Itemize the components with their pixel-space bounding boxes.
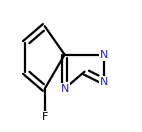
Text: N: N bbox=[100, 77, 108, 87]
Text: N: N bbox=[60, 84, 69, 94]
Text: F: F bbox=[42, 112, 48, 122]
Text: N: N bbox=[100, 50, 108, 60]
